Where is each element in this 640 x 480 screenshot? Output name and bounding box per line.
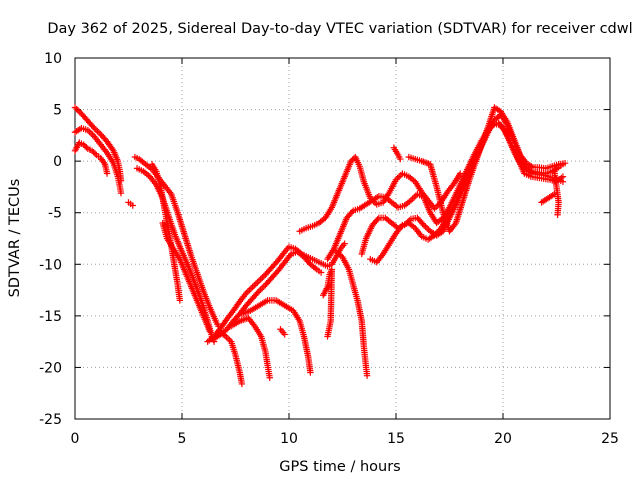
x-tick-label: 5 — [178, 431, 187, 447]
data-point — [341, 240, 348, 247]
data-point — [129, 202, 136, 209]
data-point — [324, 333, 331, 340]
x-tick-label: 0 — [71, 431, 80, 447]
data-point — [224, 335, 232, 342]
x-axis-label: GPS time / hours — [279, 459, 400, 475]
x-tick-label: 10 — [280, 431, 298, 447]
y-tick-label: -5 — [48, 206, 62, 222]
data-point — [457, 170, 464, 177]
data-point — [83, 144, 90, 151]
data-point — [89, 131, 96, 139]
data-point — [251, 282, 258, 289]
series-track-m — [238, 297, 314, 376]
series-track-n — [277, 326, 288, 338]
series-track-v — [367, 119, 567, 266]
data-point — [422, 223, 429, 230]
data-point — [95, 129, 103, 136]
data-point — [349, 156, 356, 163]
y-tick-label: 10 — [44, 51, 62, 67]
y-tick-label: 0 — [53, 154, 62, 170]
data-point — [257, 276, 264, 283]
data-point — [554, 211, 561, 218]
series-track-k — [215, 328, 246, 388]
y-tick-label: -15 — [39, 309, 62, 325]
series-track-j — [210, 248, 325, 342]
grid — [75, 58, 610, 419]
y-axis-label: SDTVAR / TECUs — [7, 179, 23, 298]
data-point — [255, 277, 263, 284]
data-point — [176, 297, 184, 304]
data-point — [307, 369, 314, 376]
data-point — [259, 274, 266, 281]
data-point — [206, 328, 214, 335]
data-point — [80, 141, 87, 148]
data-point — [423, 224, 431, 232]
data-point — [89, 123, 97, 130]
x-tick-label: 15 — [387, 431, 405, 447]
chart-title: Day 362 of 2025, Sidereal Day-to-day VTE… — [47, 21, 632, 37]
data-point — [254, 289, 261, 296]
data-point — [254, 279, 261, 286]
data-point — [419, 220, 426, 227]
data-point — [561, 160, 569, 167]
data-point — [252, 280, 260, 288]
data-point — [117, 189, 125, 197]
series-track-g — [148, 161, 184, 304]
data-point — [75, 107, 82, 114]
data-point — [266, 374, 273, 381]
data-point — [81, 142, 89, 150]
series-track-h — [159, 219, 214, 335]
data-point — [246, 286, 253, 294]
x-tick-label: 20 — [494, 431, 512, 447]
data-point — [94, 128, 101, 135]
data-point — [92, 126, 100, 133]
data-point — [88, 147, 96, 155]
data-point — [317, 269, 325, 276]
y-tick-label: -20 — [39, 360, 62, 376]
data-point — [260, 272, 268, 280]
series-track-t — [390, 144, 404, 163]
data-point — [260, 283, 268, 290]
data-point — [103, 170, 111, 177]
series-track-r — [332, 248, 371, 379]
data-point — [363, 372, 371, 379]
axis-ticks: 0 5 10 15 20 25 -25 -20 -15 -10 -5 0 5 10 — [39, 51, 619, 447]
data-point — [238, 380, 246, 388]
data-point — [257, 286, 264, 293]
data-point — [244, 288, 252, 295]
data-point — [259, 284, 266, 292]
data-point — [559, 173, 567, 180]
series-track-l — [228, 314, 273, 381]
data-point — [249, 283, 256, 291]
data-point — [348, 208, 356, 216]
y-tick-label: 5 — [53, 103, 62, 119]
data-point — [90, 149, 97, 156]
data-point — [397, 155, 404, 163]
y-tick-label: -10 — [39, 257, 62, 273]
x-tick-label: 25 — [601, 431, 619, 447]
series-track-e — [131, 153, 222, 330]
data-point — [73, 105, 80, 113]
series-track-c — [71, 139, 111, 177]
data-point — [87, 130, 95, 137]
data-marks — [71, 104, 569, 388]
series-track-b — [71, 124, 125, 197]
series-track-q — [320, 266, 335, 340]
y-tick-label: -25 — [39, 412, 62, 428]
series-track-o — [296, 153, 464, 235]
data-point — [347, 157, 355, 165]
data-point — [247, 285, 255, 292]
series-track-x — [551, 168, 562, 218]
plot-frame — [74, 57, 611, 420]
data-point — [91, 150, 99, 157]
series-track-d — [125, 199, 136, 209]
data-point — [374, 216, 381, 223]
data-point — [281, 331, 288, 338]
